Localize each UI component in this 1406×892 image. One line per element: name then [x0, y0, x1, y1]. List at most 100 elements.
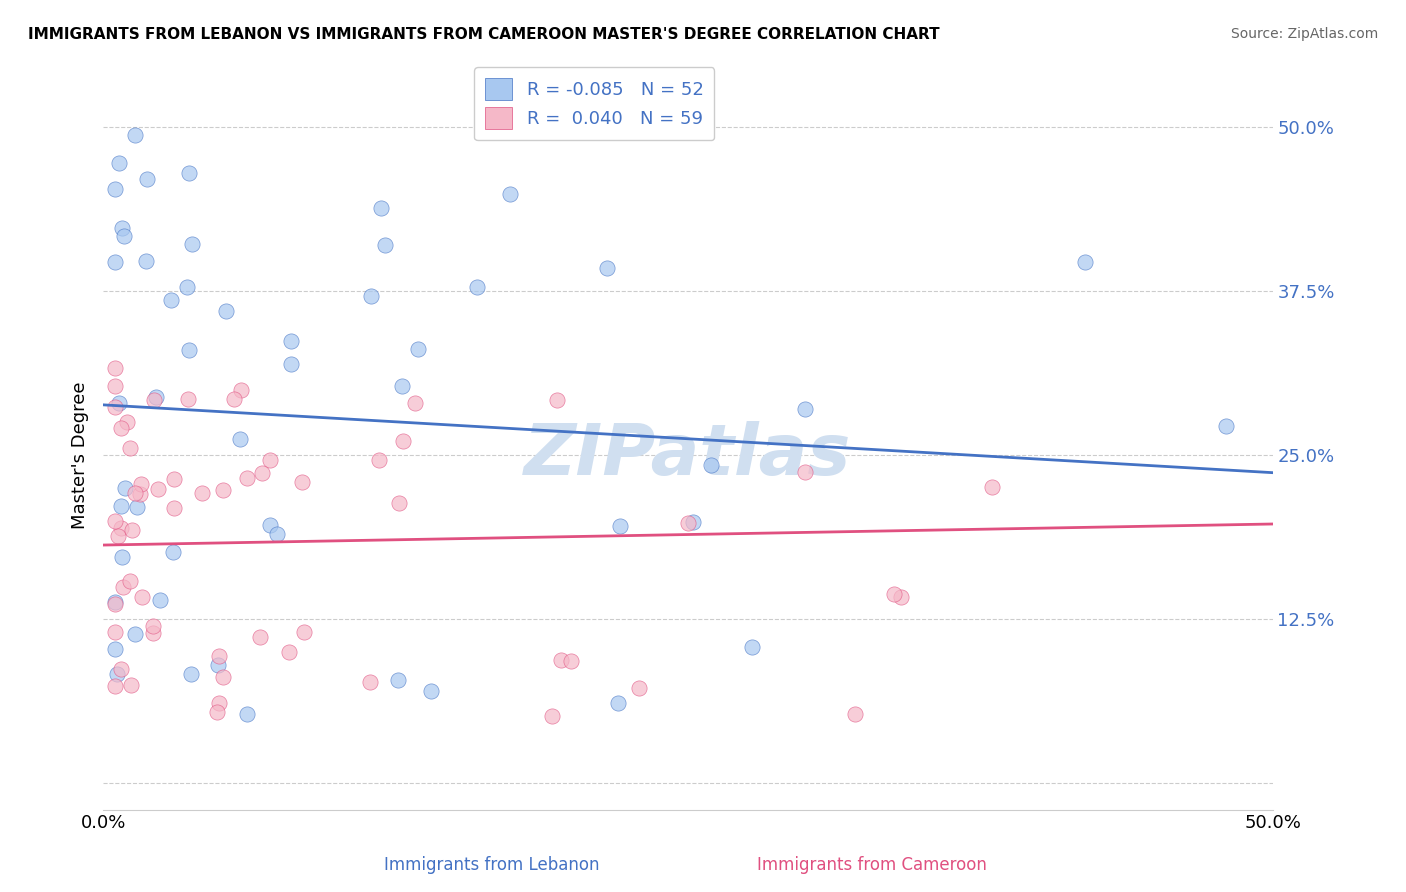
Cameroon [550, 653, 572, 667]
Lebanon [229, 432, 252, 446]
Cameroon [191, 486, 214, 500]
Lebanon [111, 221, 134, 235]
Lebanon [108, 155, 131, 169]
Cameroon [110, 521, 132, 535]
Lebanon [408, 343, 430, 357]
Cameroon [890, 591, 912, 605]
Lebanon [793, 401, 815, 416]
Cameroon [392, 434, 415, 449]
Lebanon [176, 280, 198, 294]
Lebanon [177, 343, 200, 357]
Lebanon [682, 515, 704, 529]
Cameroon [146, 482, 169, 496]
Lebanon [180, 236, 202, 251]
Text: ZIPatlas: ZIPatlas [524, 421, 852, 490]
Cameroon [404, 396, 426, 410]
Cameroon [560, 654, 582, 668]
Cameroon [844, 707, 866, 722]
Lebanon [207, 658, 229, 673]
Cameroon [104, 679, 127, 693]
Lebanon [467, 279, 489, 293]
Lebanon [135, 254, 157, 268]
Cameroon [222, 392, 245, 407]
Lebanon [180, 667, 202, 681]
Text: Source: ZipAtlas.com: Source: ZipAtlas.com [1230, 27, 1378, 41]
Cameroon [110, 662, 132, 676]
Lebanon [112, 229, 135, 244]
Lebanon [114, 481, 136, 495]
Lebanon [1074, 255, 1097, 269]
Cameroon [540, 709, 562, 723]
Cameroon [546, 392, 568, 407]
Lebanon [236, 707, 259, 722]
Cameroon [163, 472, 186, 486]
Cameroon [104, 378, 127, 392]
Cameroon [359, 674, 381, 689]
Lebanon [162, 545, 184, 559]
Cameroon [292, 624, 315, 639]
Cameroon [259, 452, 281, 467]
Cameroon [883, 587, 905, 601]
Lebanon [596, 261, 619, 276]
Cameroon [211, 670, 233, 684]
Cameroon [118, 441, 141, 455]
Cameroon [208, 696, 231, 710]
Cameroon [231, 383, 253, 397]
Lebanon [104, 182, 127, 196]
Lebanon [215, 303, 238, 318]
Cameroon [129, 486, 152, 500]
Cameroon [249, 631, 271, 645]
Lebanon [606, 696, 628, 710]
Lebanon [1215, 419, 1237, 434]
Lebanon [609, 518, 631, 533]
Lebanon [266, 527, 288, 541]
Lebanon [179, 166, 201, 180]
Cameroon [142, 619, 165, 633]
Cameroon [124, 486, 146, 500]
Text: IMMIGRANTS FROM LEBANON VS IMMIGRANTS FROM CAMEROON MASTER'S DEGREE CORRELATION : IMMIGRANTS FROM LEBANON VS IMMIGRANTS FR… [28, 27, 939, 42]
Cameroon [793, 466, 815, 480]
Legend: R = -0.085   N = 52, R =  0.040   N = 59: R = -0.085 N = 52, R = 0.040 N = 59 [474, 67, 714, 140]
Lebanon [498, 186, 520, 201]
Cameroon [980, 479, 1002, 493]
Cameroon [676, 516, 699, 531]
Lebanon [124, 128, 146, 142]
Text: Immigrants from Cameroon: Immigrants from Cameroon [756, 856, 987, 874]
Cameroon [291, 475, 314, 490]
Lebanon [136, 172, 159, 186]
Lebanon [374, 238, 396, 252]
Lebanon [159, 293, 181, 307]
Lebanon [125, 500, 148, 514]
Lebanon [387, 673, 409, 687]
Lebanon [108, 395, 131, 409]
Cameroon [212, 483, 235, 497]
Cameroon [110, 421, 132, 435]
Lebanon [360, 289, 382, 303]
Cameroon [118, 574, 141, 588]
Lebanon [104, 595, 127, 609]
Lebanon [104, 255, 127, 269]
Lebanon [105, 666, 128, 681]
Lebanon [700, 458, 723, 472]
Cameroon [121, 523, 143, 537]
Lebanon [259, 518, 281, 533]
Y-axis label: Master's Degree: Master's Degree [72, 382, 89, 529]
Lebanon [110, 499, 132, 513]
Cameroon [143, 392, 166, 407]
Lebanon [419, 684, 441, 698]
Lebanon [280, 358, 302, 372]
Cameroon [142, 626, 165, 640]
Lebanon [391, 379, 413, 393]
Cameroon [627, 681, 650, 695]
Text: Immigrants from Lebanon: Immigrants from Lebanon [384, 856, 600, 874]
Lebanon [741, 640, 763, 654]
Cameroon [112, 580, 135, 594]
Cameroon [129, 476, 152, 491]
Cameroon [368, 453, 391, 467]
Cameroon [107, 529, 129, 543]
Lebanon [370, 201, 392, 215]
Cameroon [388, 496, 411, 510]
Cameroon [104, 400, 127, 414]
Lebanon [149, 593, 172, 607]
Cameroon [207, 705, 229, 719]
